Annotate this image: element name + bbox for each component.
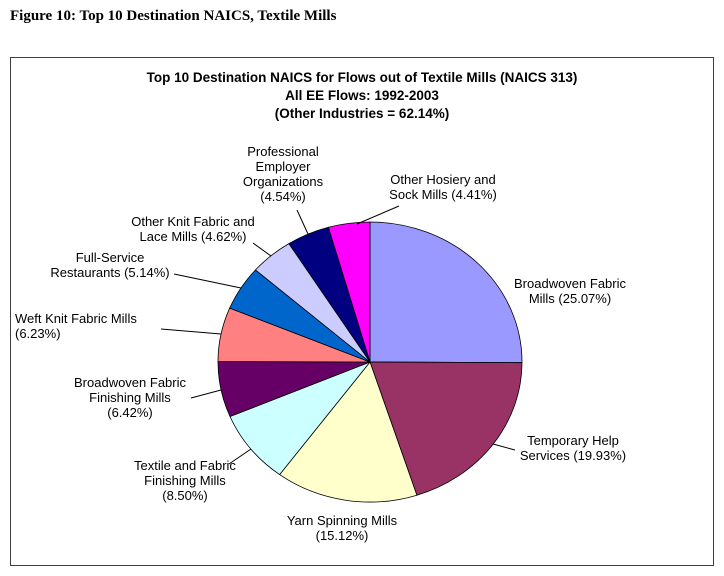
slice-label-temporary-help-services: Temporary Help Services (19.93%) — [520, 433, 626, 463]
chart-title: Top 10 Destination NAICS for Flows out o… — [11, 69, 713, 123]
chart-frame: Top 10 Destination NAICS for Flows out o… — [10, 57, 714, 566]
chart-title-line-3: (Other Industries = 62.14%) — [274, 106, 450, 121]
leader-line-professional-employer-organizations — [296, 209, 309, 235]
pie-chart: Broadwoven Fabric Mills (25.07%) Temporary… — [15, 144, 626, 543]
slice-label-broadwoven-fabric-finishing-mills: Broadwoven Fabric Finishing Mills (6.42%) — [74, 375, 186, 420]
leader-line-other-knit-fabric-and-lace-mills — [252, 242, 272, 257]
pie-slice-broadwoven-fabric-mills — [369, 221, 523, 364]
slice-label-weft-knit-fabric-mills: Weft Knit Fabric Mills (6.23%) — [15, 311, 137, 341]
slice-label-professional-employer-organizations: Professional Employer Organizations (4.54%) — [243, 144, 324, 204]
leader-line-broadwoven-fabric-finishing-mills — [190, 389, 222, 399]
leader-line-textile-and-fabric-finishing-mills — [228, 448, 252, 465]
chart-title-line-1: Top 10 Destination NAICS for Flows out o… — [146, 70, 578, 85]
leader-line-full-service-restaurants — [173, 273, 242, 289]
pie-slice-other-hosiery-and-sock-mills — [328, 221, 371, 363]
leader-line-weft-knit-fabric-mills — [160, 328, 222, 335]
leader-line-other-hosiery-and-sock-mills — [356, 205, 400, 225]
figure-caption: Figure 10: Top 10 Destination NAICS, Tex… — [10, 8, 337, 24]
leader-line-temporary-help-services — [492, 443, 516, 451]
slice-label-broadwoven-fabric-mills: Broadwoven Fabric Mills (25.07%) — [514, 276, 626, 306]
pie-slice-yarn-spinning-mills — [279, 361, 418, 503]
chart-title-line-2: All EE Flows: 1992-2003 — [285, 88, 439, 103]
slice-label-other-knit-fabric-and-lace-mills: Other Knit Fabric and Lace Mills (4.62%) — [131, 214, 255, 244]
pie-slice-temporary-help-services — [369, 361, 523, 496]
slice-label-full-service-restaurants: Full-Service Restaurants (5.14%) — [50, 250, 169, 280]
slice-label-other-hosiery-and-sock-mills: Other Hosiery and Sock Mills (4.41%) — [389, 172, 497, 202]
slice-label-textile-and-fabric-finishing-mills: Textile and Fabric Finishing Mills (8.50%) — [134, 458, 236, 503]
slice-label-yarn-spinning-mills: Yarn Spinning Mills (15.12%) — [287, 513, 398, 543]
